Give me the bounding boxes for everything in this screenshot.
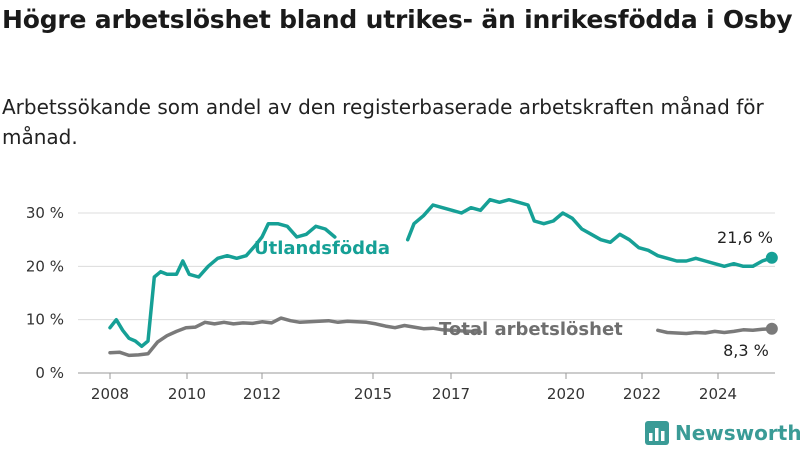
series-name-utlandsfodda: Utlandsfödda <box>254 238 390 259</box>
x-tick-label: 2010 <box>168 385 206 403</box>
brand-name: Newsworthy <box>675 421 800 445</box>
series-name-total: Total arbetslöshet <box>439 319 623 340</box>
x-tick-label: 2022 <box>623 385 661 403</box>
y-tick-label: 10 % <box>26 311 64 329</box>
x-tick-label: 2015 <box>354 385 392 403</box>
series-end-label-utlandsfodda: 21,6 % <box>717 228 773 247</box>
series-line-total <box>108 316 774 358</box>
x-tick-label: 2020 <box>547 385 585 403</box>
chart-title: Högre arbetslöshet bland utrikes- än inr… <box>2 5 793 34</box>
chart-subtitle: Arbetssökande som andel av den registerb… <box>2 95 764 149</box>
x-tick-label: 2017 <box>432 385 470 403</box>
y-tick-label: 30 % <box>26 204 64 222</box>
x-tick-label: 2024 <box>699 385 737 403</box>
newsworthy-logo: Newsworthy <box>645 418 800 448</box>
y-tick-label: 20 % <box>26 257 64 275</box>
bar-chart-logo-icon <box>645 421 669 445</box>
x-tick-label: 2012 <box>243 385 281 403</box>
x-tick-label: 2008 <box>91 385 129 403</box>
series-line-utlandsfodda <box>108 197 774 349</box>
series-end-label-total: 8,3 % <box>723 341 769 360</box>
series-end-marker-total <box>765 322 778 335</box>
series-end-marker-utlandsfodda <box>765 251 778 264</box>
y-tick-label: 0 % <box>35 364 64 382</box>
